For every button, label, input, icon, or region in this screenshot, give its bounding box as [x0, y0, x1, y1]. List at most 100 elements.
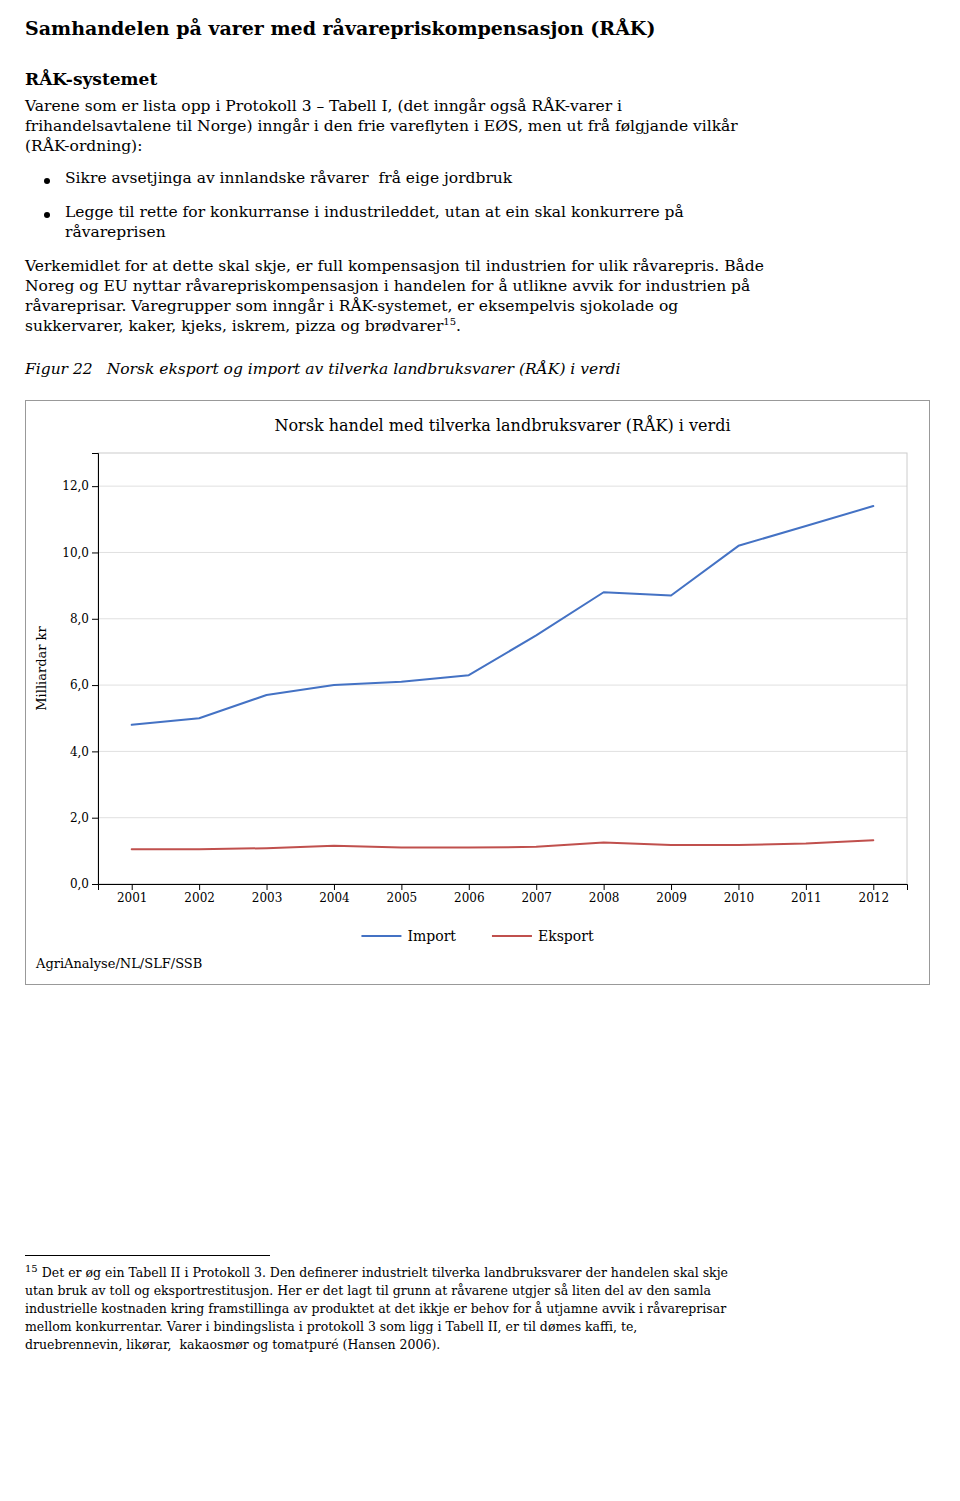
footnote-line: utan bruk av toll og eksportrestitusjon.… [25, 1284, 711, 1298]
x-tick: 2004 [319, 884, 350, 905]
x-tick-mark [267, 884, 268, 890]
legend: Import Eksport [361, 928, 593, 944]
y-tick-label: 4,0 [70, 745, 89, 759]
x-tick-label: 2011 [791, 891, 822, 905]
y-tick-mark [92, 818, 98, 819]
series-line [132, 506, 874, 725]
paragraph-line: Noreg og EU nyttar råvarepriskompensasjo… [25, 278, 750, 296]
paragraph-line: Varene som er lista opp i Protokoll 3 – … [25, 98, 622, 116]
y-tick-mark [92, 685, 98, 686]
x-tick-mark [199, 884, 200, 890]
y-tick-label: 6,0 [70, 678, 89, 692]
y-tick: 2,0 [70, 811, 98, 825]
x-tick: 2007 [521, 884, 552, 905]
x-tick-mark [671, 884, 672, 890]
grid-line [98, 751, 907, 752]
x-tick-mark [536, 884, 537, 890]
lines [132, 506, 874, 849]
y-tick-label: 10,0 [62, 546, 89, 560]
y-tick-mark [92, 486, 98, 487]
y-axis-title: Milliardar kr [34, 626, 49, 711]
figure-caption-row: Figur 22 Norsk eksport og import av tilve… [25, 361, 620, 379]
paragraph-text: . [456, 317, 461, 335]
x-tick: 2011 [791, 884, 822, 905]
x-tick: 2002 [184, 884, 215, 905]
x-tick-mark [873, 884, 874, 890]
x-tick-mark [738, 884, 739, 890]
footnote-line: druebrennevin, likørar, kakaosmør og tom… [25, 1338, 440, 1352]
x-tick-label: 2005 [387, 891, 418, 905]
footnote-number: 15 [25, 1263, 38, 1274]
x-tick-label: 2007 [521, 891, 552, 905]
source-text: AgriAnalyse/NL/SLF/SSB [35, 956, 202, 971]
y-tick-mark [92, 751, 98, 752]
footnote-text: Det er øg ein Tabell II i Protokoll 3. D… [42, 1265, 728, 1280]
paragraph-line: frihandelsavtalene til Norge) inngår i d… [25, 118, 738, 136]
x-tick: 2005 [387, 884, 418, 905]
y-axis: 0,0 2,0 4,0 6,0 8,0 10,0 12,0 [62, 454, 98, 892]
x-tick-mark [132, 884, 133, 890]
axis-line [92, 454, 99, 885]
y-tick-mark [92, 552, 98, 553]
y-tick-label: 2,0 [70, 811, 89, 825]
y-tick: 10,0 [62, 546, 98, 560]
x-tick-mark [334, 884, 335, 890]
x-tick-label: 2012 [859, 891, 890, 905]
grid-line [98, 486, 907, 487]
legend-label: Import [407, 928, 456, 944]
axis-line [99, 885, 908, 891]
footnote-rule [25, 1255, 270, 1256]
figure-label: Figur 22 [25, 361, 93, 379]
x-tick-label: 2003 [252, 891, 283, 905]
bullet-marker [44, 178, 50, 184]
plot: 0,02,04,06,08,010,012,020012002200320042… [62, 453, 907, 905]
paragraph-line: Verkemidlet for at dette skal skje, er f… [25, 258, 764, 276]
y-tick-label: 8,0 [70, 612, 89, 626]
bullet-line: Legge til rette for konkurranse i indust… [65, 204, 684, 222]
x-tick: 2012 [859, 884, 890, 905]
x-tick-mark [806, 884, 807, 890]
grid [98, 486, 907, 884]
footnote-ref: 15 [443, 316, 456, 327]
legend-swatch [492, 935, 532, 937]
figure-caption: Norsk eksport og import av tilverka land… [107, 361, 621, 379]
series-line [132, 840, 874, 849]
grid-line [98, 685, 907, 686]
bullet-marker [44, 212, 50, 218]
x-tick-label: 2006 [454, 891, 485, 905]
x-tick-label: 2004 [319, 891, 350, 905]
legend-label: Eksport [538, 928, 594, 944]
bullet-line: råvareprisen [65, 224, 166, 242]
x-tick: 2008 [589, 884, 620, 905]
x-tick: 2006 [454, 884, 485, 905]
y-tick-label: 12,0 [62, 479, 89, 493]
x-tick-label: 2002 [184, 891, 215, 905]
legend-item: Import [361, 928, 456, 944]
x-tick: 2003 [252, 884, 283, 905]
x-tick: 2010 [724, 884, 755, 905]
x-axis: 2001 2002 2003 2004 2005 2006 2007 2008 2009 2010… [99, 884, 908, 905]
footnote-line: industrielle kostnaden kring framstillin… [25, 1302, 726, 1316]
paragraph-line: sukkervarer, kaker, kjeks, iskrem, pizza… [25, 318, 461, 336]
grid-line [98, 552, 907, 553]
x-tick-mark [401, 884, 402, 890]
legend-swatch [361, 935, 401, 937]
paragraph-line: råvareprisar. Varegrupper som inngår i R… [25, 298, 678, 316]
y-tick-mark [92, 619, 98, 620]
x-tick: 2001 [117, 884, 148, 905]
chart: Norsk handel med tilverka landbruksvarer… [26, 401, 929, 984]
y-tick-mark [92, 884, 98, 885]
y-tick: 0,0 [70, 877, 98, 891]
paragraph-text: sukkervarer, kaker, kjeks, iskrem, pizza… [25, 317, 443, 335]
plot-frame [98, 453, 907, 884]
chart-title: Norsk handel med tilverka landbruksvarer… [274, 415, 730, 435]
x-tick-label: 2010 [724, 891, 755, 905]
chart-box: Norsk handel med tilverka landbruksvarer… [25, 400, 930, 985]
y-tick: 12,0 [62, 479, 98, 493]
x-tick: 2009 [656, 884, 687, 905]
y-tick: 8,0 [70, 612, 98, 626]
footnote-line: mellom konkurrentar. Varer i bindingslis… [25, 1320, 637, 1334]
grid-line [98, 817, 907, 818]
footnote-line: 15 Det er øg ein Tabell II i Protokoll 3.… [25, 1266, 728, 1280]
x-tick-label: 2001 [117, 891, 148, 905]
